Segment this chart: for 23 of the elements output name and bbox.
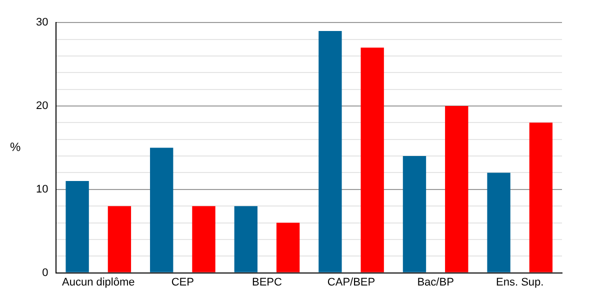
bar	[318, 30, 342, 272]
y-axis-title: %	[10, 140, 21, 154]
bar	[445, 106, 468, 272]
x-tick-label: Bac/BP	[417, 276, 454, 288]
x-tick-label: Aucun diplôme	[62, 276, 135, 288]
x-tick-label: BEPC	[252, 276, 282, 288]
x-tick-label: Ens. Sup.	[496, 276, 544, 288]
y-tick-label: 20	[36, 100, 48, 112]
bar	[66, 181, 89, 272]
bar	[529, 122, 553, 272]
bar	[360, 48, 384, 272]
y-tick-label: 30	[36, 16, 48, 29]
bar	[192, 206, 216, 272]
bar	[108, 206, 132, 272]
y-tick-label: 0	[42, 266, 48, 279]
x-tick-label: CAP/BEP	[327, 276, 376, 288]
bar	[402, 156, 426, 272]
bar	[234, 206, 258, 272]
x-tick-label: CEP	[171, 276, 194, 288]
bar	[276, 222, 300, 272]
y-tick-label: 10	[36, 183, 48, 196]
bar	[487, 172, 510, 272]
bar	[150, 148, 174, 272]
